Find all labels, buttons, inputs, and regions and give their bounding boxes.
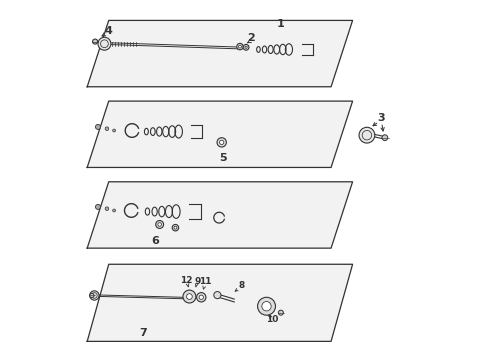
Circle shape	[220, 140, 224, 144]
Circle shape	[245, 46, 247, 48]
Polygon shape	[87, 264, 353, 341]
Circle shape	[239, 45, 242, 48]
Circle shape	[96, 125, 100, 130]
Circle shape	[359, 127, 375, 143]
Text: 5: 5	[220, 153, 227, 163]
Circle shape	[196, 293, 206, 302]
Polygon shape	[87, 21, 353, 87]
Text: 6: 6	[151, 236, 159, 246]
Circle shape	[156, 221, 164, 228]
Circle shape	[243, 44, 249, 50]
Text: 9: 9	[194, 276, 200, 285]
Circle shape	[96, 204, 100, 210]
Circle shape	[237, 43, 243, 50]
Circle shape	[187, 294, 192, 300]
Text: 12: 12	[179, 276, 192, 285]
Circle shape	[90, 293, 94, 298]
Circle shape	[90, 291, 99, 300]
Text: 1: 1	[277, 19, 285, 30]
Circle shape	[158, 223, 161, 226]
Circle shape	[278, 310, 283, 315]
Circle shape	[113, 129, 116, 132]
Text: 3: 3	[377, 113, 385, 123]
Circle shape	[105, 207, 109, 211]
Text: 11: 11	[199, 277, 212, 286]
Text: 10: 10	[266, 315, 278, 324]
Circle shape	[93, 39, 98, 44]
Text: 2: 2	[247, 33, 255, 43]
Circle shape	[172, 225, 179, 231]
Polygon shape	[87, 182, 353, 248]
Circle shape	[217, 138, 226, 147]
Text: 8: 8	[238, 281, 245, 290]
Text: 4: 4	[104, 26, 112, 36]
Circle shape	[382, 135, 388, 140]
Circle shape	[262, 302, 271, 311]
Circle shape	[214, 292, 221, 299]
Polygon shape	[87, 101, 353, 167]
Circle shape	[174, 226, 177, 229]
Circle shape	[98, 37, 111, 50]
Circle shape	[105, 127, 109, 131]
Text: 7: 7	[139, 328, 147, 338]
Circle shape	[258, 297, 275, 315]
Circle shape	[183, 290, 196, 303]
Circle shape	[199, 295, 203, 300]
Circle shape	[113, 209, 116, 212]
